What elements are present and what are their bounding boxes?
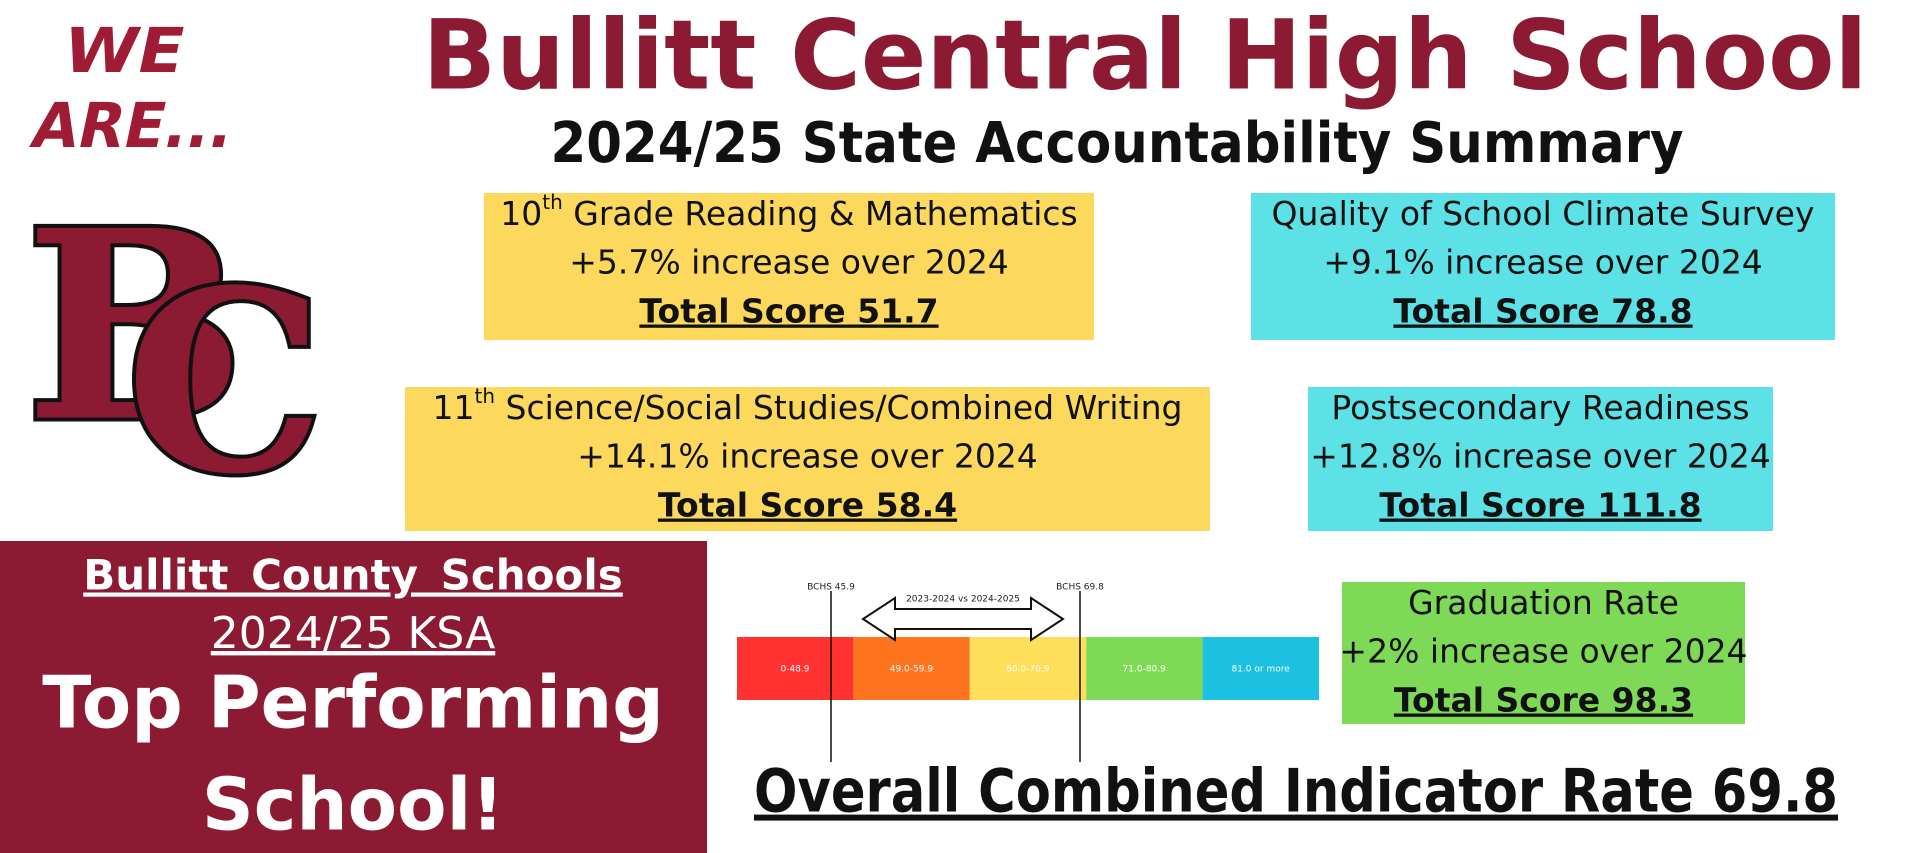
segment-label: 71.0-80.9 (1123, 665, 1167, 675)
district: Bullitt County Schools (83, 551, 623, 600)
panel-total: Total Score 78.8 (1393, 292, 1692, 331)
panel-heading: Quality of School Climate Survey (1271, 194, 1814, 233)
panel-total: Total Score 98.3 (1394, 681, 1693, 720)
panel-heading: 10th Grade Reading & Mathematics (500, 190, 1077, 233)
logo-c: C (126, 235, 325, 529)
bc-logo: B C (21, 170, 328, 532)
panel-total: Total Score 58.4 (658, 486, 957, 525)
heading-text: Quality of School Climate Survey (1271, 194, 1814, 233)
we-are-logo: WE ARE... (26, 15, 241, 162)
panels: 10th Grade Reading & Mathematics+5.7% in… (405, 190, 1835, 724)
panel-change: +9.1% increase over 2024 (1323, 243, 1763, 282)
comparison-label: 2023-2024 vs 2024-2025 (906, 595, 1020, 605)
logo-line-2: ARE... (26, 90, 241, 162)
subtitle: 2024/25 State Accountability Summary (551, 111, 1684, 176)
ksa: 2024/25 KSA (211, 608, 495, 659)
ordinal-suffix: th (542, 190, 563, 214)
highlight-box (0, 541, 707, 853)
scale: 2023-2024 vs 2024-2025 BCHS 45.9 BCHS 69… (737, 583, 1319, 762)
segment-label: 60.0-70.9 (1006, 665, 1050, 675)
segment-label: 0-48.9 (780, 665, 809, 675)
panel-total: Total Score 111.8 (1379, 486, 1701, 525)
marker-label: BCHS 69.8 (1056, 583, 1104, 593)
title: Bullitt Central High School (423, 0, 1868, 111)
panel-change: +14.1% increase over 2024 (577, 437, 1038, 476)
panel (484, 193, 1094, 340)
scale-segment (1202, 637, 1319, 700)
segment-label: 81.0 or more (1231, 665, 1290, 675)
top-performing: Top Performing (42, 661, 664, 745)
scale-segment (1086, 637, 1203, 700)
panel-change: +5.7% increase over 2024 (569, 243, 1009, 282)
heading-text: Grade Reading & Mathematics (563, 194, 1078, 233)
ordinal-suffix: th (475, 384, 496, 408)
logo-b: B (25, 174, 245, 479)
panel (1342, 582, 1745, 724)
panel (1308, 387, 1773, 531)
ordinal: 11 (433, 388, 475, 427)
panel-change: +2% increase over 2024 (1339, 632, 1747, 671)
panel-heading: 11th Science/Social Studies/Combined Wri… (433, 384, 1183, 427)
panel-total: Total Score 51.7 (639, 292, 938, 331)
panel-heading: Postsecondary Readiness (1331, 388, 1749, 427)
heading-text: Graduation Rate (1408, 583, 1679, 622)
panel-change: +12.8% increase over 2024 (1310, 437, 1771, 476)
scale-segment (853, 637, 970, 700)
panel-heading: Graduation Rate (1408, 583, 1679, 622)
panel (1251, 193, 1835, 340)
heading-text: Science/Social Studies/Combined Writing (495, 388, 1182, 427)
overall-rate: Overall Combined Indicator Rate 69.8 (754, 757, 1838, 827)
segment-label: 49.0-59.9 (890, 665, 934, 675)
heading-text: Postsecondary Readiness (1331, 388, 1749, 427)
scale-segment (969, 637, 1087, 700)
logo-line-1: WE (57, 15, 192, 87)
panel (405, 387, 1210, 531)
school: School! (202, 763, 504, 847)
marker-label: BCHS 45.9 (807, 583, 855, 593)
scale-segment (737, 637, 854, 700)
ordinal: 10 (500, 194, 542, 233)
double-arrow (861, 596, 1065, 642)
